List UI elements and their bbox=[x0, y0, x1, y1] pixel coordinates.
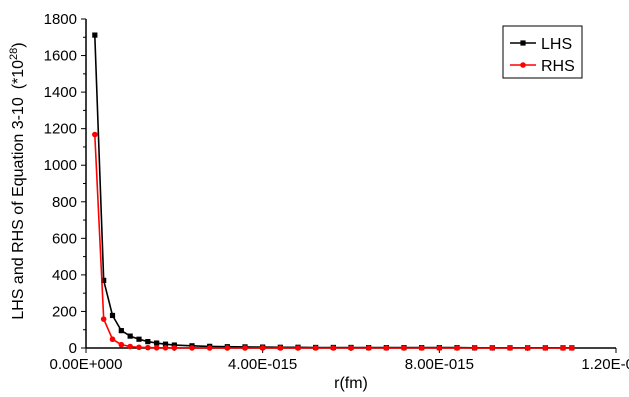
data-point-lhs bbox=[109, 312, 116, 319]
data-point-rhs bbox=[365, 345, 372, 351]
series-group bbox=[92, 32, 575, 351]
x-tick-label: 1.20E-014 bbox=[581, 356, 629, 373]
x-tick-label: 0.00E+000 bbox=[50, 356, 123, 373]
data-point-rhs bbox=[507, 345, 513, 351]
data-point-rhs bbox=[418, 345, 425, 351]
data-point-rhs bbox=[109, 336, 116, 343]
data-point-rhs bbox=[145, 344, 151, 351]
data-point-rhs bbox=[489, 345, 496, 351]
data-point-rhs bbox=[206, 345, 213, 351]
y-axis-label-exponent: 28 bbox=[8, 48, 20, 60]
data-point-rhs bbox=[136, 344, 142, 351]
data-point-rhs bbox=[242, 345, 248, 351]
data-point-rhs bbox=[401, 345, 407, 351]
legend: LHS RHS bbox=[502, 25, 583, 79]
data-point-lhs bbox=[92, 32, 98, 38]
data-point-rhs bbox=[312, 345, 319, 351]
y-tick-label: 1200 bbox=[44, 121, 77, 138]
y-axis-label: LHS and RHS of Equation 3-10 (*1028) bbox=[8, 42, 27, 319]
series-lhs bbox=[92, 32, 575, 351]
legend-label-rhs: RHS bbox=[541, 58, 575, 75]
data-point-rhs bbox=[171, 345, 178, 351]
data-point-rhs bbox=[277, 345, 284, 351]
y-tick-label: 1400 bbox=[44, 84, 77, 101]
data-point-rhs bbox=[436, 345, 443, 351]
data-point-lhs bbox=[145, 339, 151, 345]
data-point-lhs bbox=[136, 336, 142, 342]
y-tick-label: 1800 bbox=[44, 11, 77, 28]
series-line-rhs bbox=[94, 134, 572, 349]
x-tick-label: 4.00E-015 bbox=[228, 356, 297, 373]
y-tick-label: 800 bbox=[52, 194, 77, 211]
data-point-rhs bbox=[100, 316, 107, 322]
y-axis-label-unit: (*10 bbox=[10, 60, 27, 89]
y-tick-label: 1000 bbox=[44, 157, 77, 174]
y-tick-label: 400 bbox=[52, 267, 77, 284]
legend-label-lhs: LHS bbox=[541, 36, 572, 53]
data-point-rhs bbox=[454, 345, 460, 351]
data-point-rhs bbox=[348, 345, 354, 351]
data-point-rhs bbox=[118, 341, 125, 348]
data-point-rhs bbox=[542, 345, 549, 351]
data-point-lhs bbox=[101, 277, 107, 283]
data-point-lhs bbox=[162, 341, 169, 347]
data-point-rhs bbox=[92, 131, 98, 138]
data-point-rhs bbox=[569, 345, 575, 351]
legend-marker-lhs bbox=[520, 40, 526, 46]
y-tick-label: 200 bbox=[52, 303, 77, 320]
data-point-rhs bbox=[471, 345, 478, 351]
data-point-rhs bbox=[295, 345, 301, 351]
data-point-rhs bbox=[560, 345, 566, 351]
y-tick-label: 600 bbox=[52, 230, 77, 247]
data-point-lhs bbox=[127, 333, 133, 339]
y-axis-label-close: ) bbox=[10, 42, 27, 47]
data-point-lhs bbox=[154, 340, 160, 346]
data-point-rhs bbox=[259, 345, 266, 351]
legend-marker-rhs bbox=[520, 62, 526, 68]
ticks-group: 0.00E+000 4.00E-015 8.00E-015 1.20E-014 0 200… bbox=[44, 11, 629, 373]
data-point-rhs bbox=[189, 345, 195, 351]
series-line-lhs bbox=[94, 35, 572, 349]
series-rhs bbox=[92, 131, 575, 351]
y-tick-label: 1600 bbox=[44, 48, 77, 65]
data-point-rhs bbox=[524, 345, 531, 351]
data-point-rhs bbox=[127, 343, 133, 350]
y-tick-label: 0 bbox=[69, 340, 77, 357]
data-point-rhs bbox=[153, 345, 160, 351]
x-axis-label: r(fm) bbox=[334, 375, 368, 392]
data-point-rhs bbox=[330, 345, 337, 351]
y-axis-label-main: LHS and RHS of Equation 3-10 bbox=[10, 97, 27, 319]
x-tick-label: 8.00E-015 bbox=[405, 356, 474, 373]
data-point-lhs bbox=[118, 328, 124, 334]
data-point-rhs bbox=[162, 345, 169, 351]
data-point-rhs bbox=[224, 345, 231, 351]
data-point-lhs bbox=[171, 342, 177, 348]
legend-box bbox=[502, 25, 583, 79]
data-point-rhs bbox=[383, 345, 390, 351]
